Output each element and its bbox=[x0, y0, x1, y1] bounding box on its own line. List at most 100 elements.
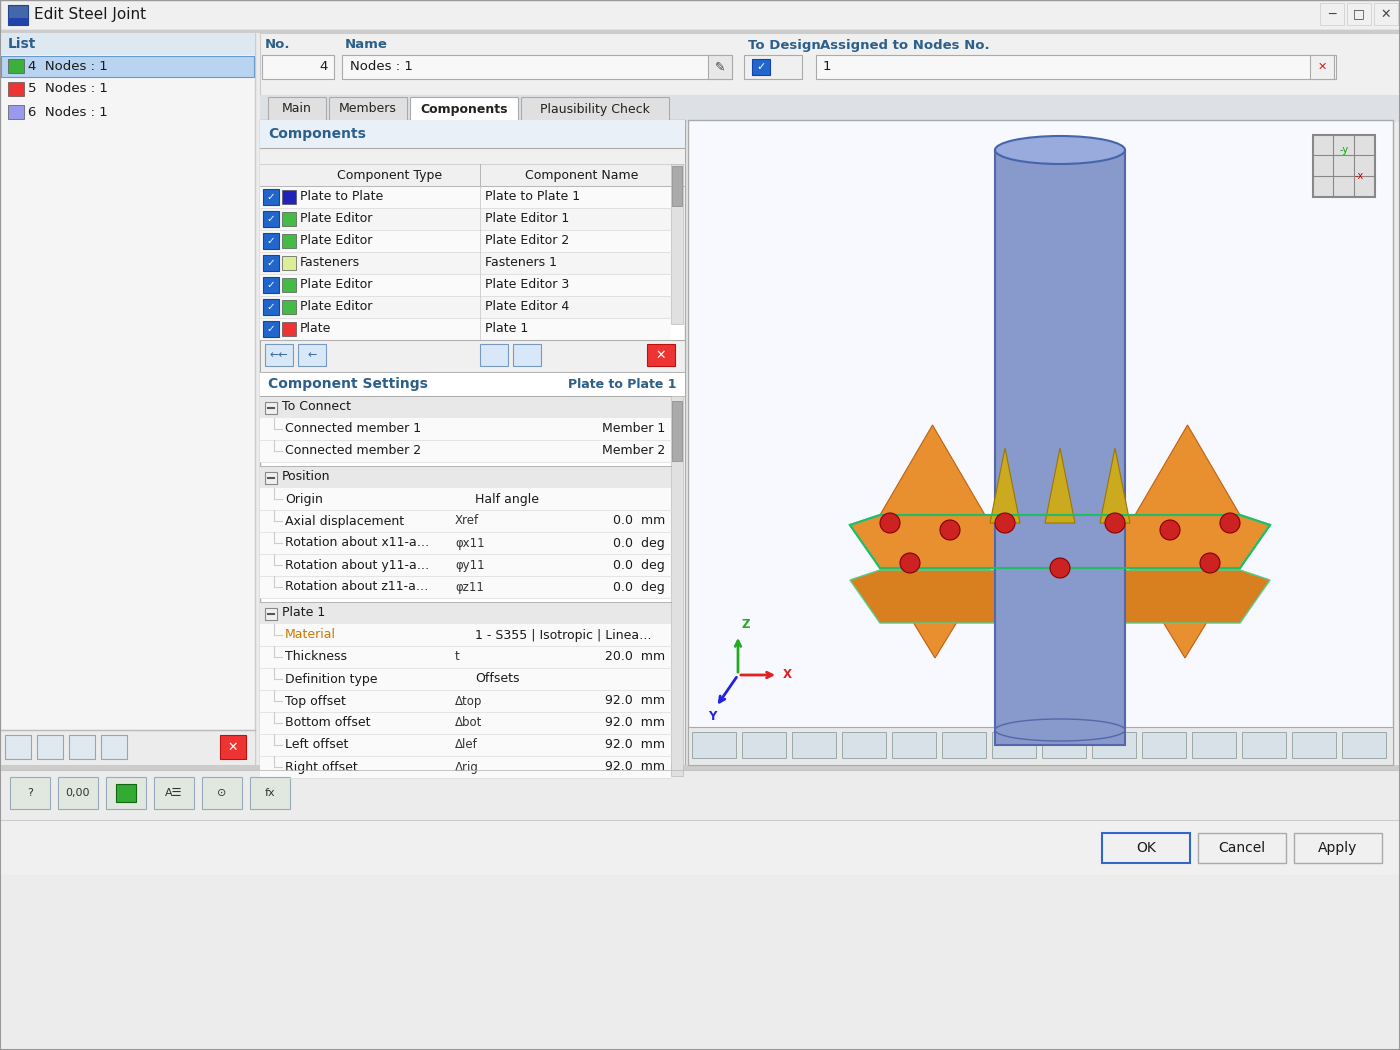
Bar bbox=[342, 55, 732, 79]
Bar bbox=[260, 33, 1400, 94]
Text: 5  Nodes : 1: 5 Nodes : 1 bbox=[28, 83, 108, 96]
Bar bbox=[329, 97, 407, 122]
Bar bbox=[1102, 833, 1190, 863]
Text: Plate Editor: Plate Editor bbox=[300, 212, 372, 226]
Bar bbox=[1320, 3, 1344, 25]
Ellipse shape bbox=[995, 719, 1126, 741]
Bar bbox=[995, 150, 1126, 745]
Bar bbox=[687, 727, 1393, 765]
Bar bbox=[671, 164, 683, 324]
Bar bbox=[260, 296, 671, 318]
Text: Half angle: Half angle bbox=[475, 492, 539, 505]
Text: ✓: ✓ bbox=[266, 324, 276, 334]
Bar bbox=[260, 418, 671, 440]
Text: Plate Editor 2: Plate Editor 2 bbox=[484, 234, 570, 248]
Bar bbox=[816, 55, 1336, 79]
Circle shape bbox=[1105, 513, 1126, 533]
Text: Plate to Plate: Plate to Plate bbox=[300, 190, 384, 204]
Bar bbox=[260, 668, 671, 690]
Bar bbox=[267, 97, 326, 122]
Bar bbox=[281, 278, 295, 292]
Bar bbox=[281, 300, 295, 314]
Bar bbox=[260, 396, 671, 418]
Polygon shape bbox=[881, 425, 986, 514]
Text: Plate Editor: Plate Editor bbox=[300, 278, 372, 292]
Bar bbox=[752, 59, 770, 75]
Text: Connected member 1: Connected member 1 bbox=[286, 422, 421, 436]
Text: Plausibility Check: Plausibility Check bbox=[540, 103, 650, 116]
Text: 0.0  deg: 0.0 deg bbox=[613, 559, 665, 571]
Text: Plate 1: Plate 1 bbox=[281, 607, 325, 620]
Bar bbox=[260, 646, 671, 668]
Text: Rotation about z11-a…: Rotation about z11-a… bbox=[286, 581, 428, 593]
Text: Component Type: Component Type bbox=[337, 168, 442, 182]
Bar bbox=[1347, 3, 1371, 25]
Bar bbox=[260, 440, 671, 462]
Bar bbox=[260, 466, 671, 488]
Text: Y: Y bbox=[708, 711, 717, 723]
Text: Top offset: Top offset bbox=[286, 694, 346, 708]
Circle shape bbox=[1219, 513, 1240, 533]
Polygon shape bbox=[1005, 425, 1114, 514]
Bar bbox=[262, 55, 335, 79]
Text: A☰: A☰ bbox=[165, 788, 183, 798]
Text: Definition type: Definition type bbox=[286, 672, 378, 686]
Bar bbox=[0, 770, 1400, 820]
Ellipse shape bbox=[995, 136, 1126, 164]
Text: Plate Editor: Plate Editor bbox=[300, 300, 372, 314]
Bar bbox=[692, 732, 736, 758]
Text: Components: Components bbox=[267, 127, 365, 141]
Bar bbox=[1191, 732, 1236, 758]
Bar bbox=[263, 189, 279, 205]
Bar bbox=[742, 732, 785, 758]
Bar bbox=[1294, 833, 1382, 863]
Polygon shape bbox=[1100, 448, 1130, 523]
Text: Origin: Origin bbox=[286, 492, 323, 505]
Text: Apply: Apply bbox=[1319, 841, 1358, 855]
Text: φz11: φz11 bbox=[455, 581, 484, 593]
Bar bbox=[792, 732, 836, 758]
Polygon shape bbox=[1044, 448, 1075, 523]
Text: Plate to Plate 1: Plate to Plate 1 bbox=[484, 190, 580, 204]
Text: Left offset: Left offset bbox=[286, 738, 349, 752]
Bar bbox=[220, 735, 246, 759]
Text: -x: -x bbox=[1354, 171, 1364, 181]
Circle shape bbox=[995, 513, 1015, 533]
Polygon shape bbox=[990, 448, 1021, 523]
Text: Δlef: Δlef bbox=[455, 738, 477, 752]
Text: Rotation about y11-a…: Rotation about y11-a… bbox=[286, 559, 430, 571]
Polygon shape bbox=[881, 568, 990, 658]
Bar bbox=[0, 820, 1400, 875]
Text: Xref: Xref bbox=[455, 514, 479, 527]
Text: 0.0  mm: 0.0 mm bbox=[613, 514, 665, 527]
Bar bbox=[260, 318, 671, 340]
Text: Thickness: Thickness bbox=[286, 651, 347, 664]
Bar bbox=[8, 105, 24, 119]
Bar bbox=[260, 624, 671, 646]
Bar bbox=[743, 55, 802, 79]
Bar bbox=[263, 277, 279, 293]
Text: t: t bbox=[455, 651, 459, 664]
Text: Main: Main bbox=[281, 103, 312, 116]
Text: Fasteners: Fasteners bbox=[300, 256, 360, 270]
Circle shape bbox=[881, 513, 900, 533]
Text: ✕: ✕ bbox=[1380, 7, 1392, 21]
Text: ✓: ✓ bbox=[266, 258, 276, 268]
Text: Δtop: Δtop bbox=[455, 694, 483, 708]
Text: ─: ─ bbox=[1329, 7, 1336, 21]
Bar bbox=[1343, 732, 1386, 758]
Text: Assigned to Nodes No.: Assigned to Nodes No. bbox=[820, 39, 990, 51]
Text: Components: Components bbox=[420, 103, 508, 116]
Bar bbox=[260, 120, 685, 148]
Bar bbox=[260, 532, 671, 554]
Text: 0,00: 0,00 bbox=[66, 788, 90, 798]
Bar bbox=[708, 55, 732, 79]
Bar bbox=[942, 732, 986, 758]
Text: ✓: ✓ bbox=[266, 302, 276, 312]
Text: Members: Members bbox=[339, 103, 398, 116]
Bar bbox=[251, 777, 290, 808]
Text: 92.0  mm: 92.0 mm bbox=[605, 738, 665, 752]
Circle shape bbox=[1161, 520, 1180, 540]
Text: List: List bbox=[8, 37, 36, 51]
Circle shape bbox=[939, 520, 960, 540]
